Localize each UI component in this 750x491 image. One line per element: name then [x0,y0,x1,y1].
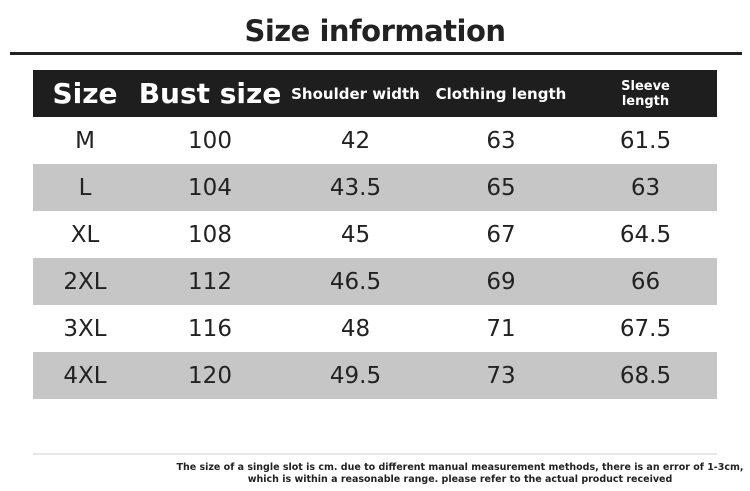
table-row: 2XL 112 46.5 69 66 [33,258,717,305]
cell-bust: 108 [188,221,232,248]
cell-size: M [75,127,95,154]
cell-sleeve: 61.5 [619,127,672,154]
header-size: Size [52,77,118,110]
header-clothing-length: Clothing length [435,84,567,103]
note-line-2: which is within a reasonable range. plea… [247,474,673,485]
cell-clothing: 73 [486,362,516,389]
header-sleeve-line2: length [621,93,670,109]
cell-clothing: 67 [486,221,516,248]
cell-shoulder: 42 [340,127,371,154]
cell-shoulder: 45 [340,221,371,248]
footer-divider [33,453,717,455]
cell-shoulder: 46.5 [329,268,382,295]
cell-sleeve: 63 [630,174,661,201]
header-shoulder-width: Shoulder width [291,84,420,103]
cell-sleeve: 64.5 [619,221,672,248]
cell-sleeve: 66 [630,268,661,295]
cell-bust: 120 [188,362,232,389]
cell-bust: 112 [188,268,232,295]
measurement-note: The size of a single slot is cm. due to … [160,462,750,486]
header-bust-size: Bust size [138,77,282,110]
table-header: Size Bust size Shoulder width Clothing l… [33,70,717,117]
table-row: M 100 42 63 61.5 [33,117,717,164]
cell-shoulder: 48 [340,315,371,342]
cell-clothing: 71 [486,315,516,342]
cell-shoulder: 43.5 [329,174,382,201]
cell-size: XL [70,221,100,248]
table-row: XL 108 45 67 64.5 [33,211,717,258]
cell-size: 2XL [63,268,107,295]
header-sleeve-length: Sleeve length [574,79,717,109]
cell-bust: 116 [188,315,232,342]
header-sleeve-line1: Sleeve [621,78,670,94]
cell-clothing: 65 [486,174,516,201]
note-line-1: The size of a single slot is cm. due to … [176,462,744,473]
size-table: Size Bust size Shoulder width Clothing l… [33,70,717,399]
cell-bust: 104 [188,174,232,201]
cell-clothing: 69 [486,268,516,295]
cell-bust: 100 [188,127,232,154]
cell-sleeve: 68.5 [619,362,672,389]
cell-shoulder: 49.5 [329,362,382,389]
cell-size: 3XL [63,315,107,342]
cell-sleeve: 67.5 [619,315,672,342]
cell-size: L [78,174,92,201]
table-row: L 104 43.5 65 63 [33,164,717,211]
table-row: 3XL 116 48 71 67.5 [33,305,717,352]
cell-size: 4XL [63,362,107,389]
page-title: Size information [244,14,506,48]
cell-clothing: 63 [486,127,516,154]
table-row: 4XL 120 49.5 73 68.5 [33,352,717,399]
title-divider [10,52,742,55]
